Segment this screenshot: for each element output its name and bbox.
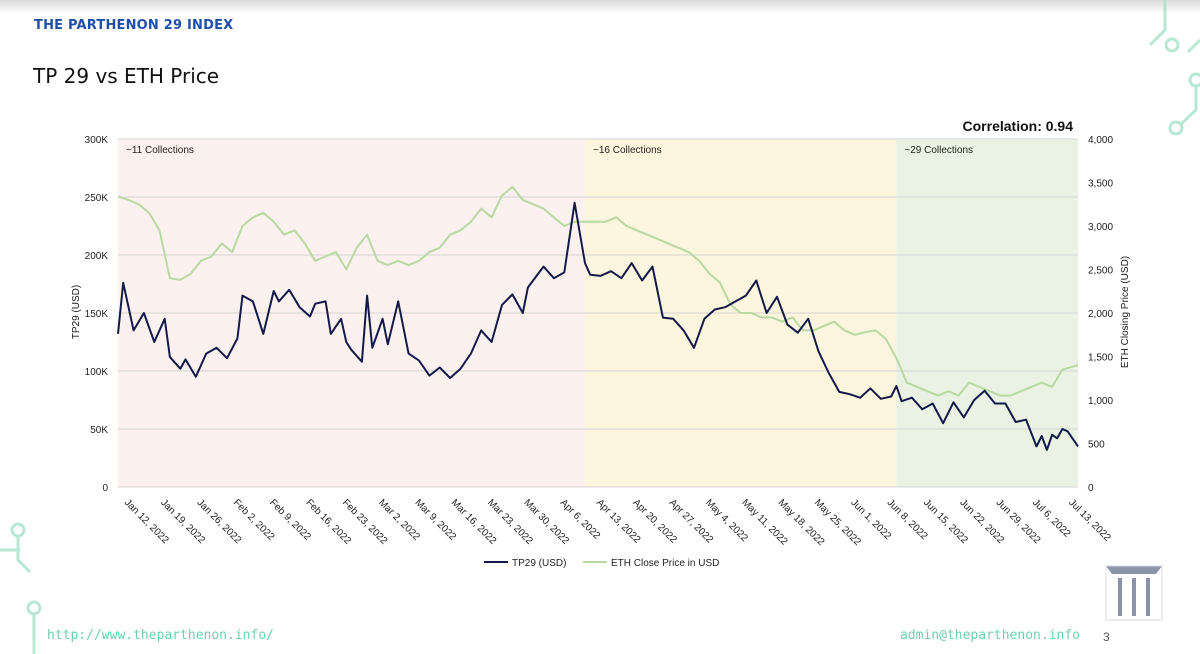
y2-tick-label: 3,500 [1088, 179, 1113, 190]
y2-tick-label: 2,500 [1088, 266, 1113, 277]
circuit-node [1164, 37, 1180, 53]
right-axis-ticks: 0 500 1,000 1,500 2,000 2,500 3,000 3,500 4,000 [1088, 135, 1113, 494]
legend-label-tp29: TP29 (USD) [512, 558, 566, 569]
y2-tick-label: 0 [1088, 483, 1094, 494]
y2-tick-label: 2,000 [1088, 309, 1113, 320]
y-axis-label: TP29 (USD) [71, 285, 82, 339]
circuit-node [1168, 120, 1184, 136]
footer-url[interactable]: http://www.theparthenon.info/ [47, 628, 274, 643]
eth-line [117, 185, 1079, 397]
x-tick-label: Jul 13, 2022 [1066, 497, 1113, 544]
y-tick-label: 50K [90, 425, 108, 436]
circuit-trace-top-3 [1178, 86, 1198, 127]
line-chart: ~11 Collections ~16 Collections ~29 Collec… [71, 118, 1131, 569]
y2-tick-label: 3,000 [1088, 222, 1113, 233]
legend: TP29 (USD) ETH Close Price in USD [484, 558, 719, 569]
y-tick-label: 0 [102, 483, 108, 494]
brand-title: THE PARTHENON 29 INDEX [34, 18, 234, 33]
circuit-trace-bottom-2 [16, 536, 32, 574]
y2-tick-label: 1,500 [1088, 353, 1113, 364]
circuit-trace-top-2 [1186, 38, 1200, 54]
legend-label-eth: ETH Close Price in USD [611, 558, 719, 569]
y2-tick-label: 4,000 [1088, 135, 1113, 146]
zone-label: ~29 Collections [904, 145, 973, 156]
y-tick-label: 250K [85, 193, 109, 204]
y-tick-label: 150K [85, 309, 109, 320]
y-tick-label: 100K [85, 367, 109, 378]
gridlines [118, 138, 1078, 488]
series-lines [117, 185, 1079, 451]
circuit-trace-top [1148, 0, 1167, 47]
parthenon-logo [1105, 565, 1163, 621]
correlation-label: Correlation: 0.94 [963, 118, 1074, 134]
y2-tick-label: 500 [1088, 440, 1105, 451]
top-bar [0, 0, 1200, 14]
y2-tick-label: 1,000 [1088, 396, 1113, 407]
page-number: 3 [1103, 630, 1110, 644]
zone-label: ~11 Collections [126, 145, 194, 156]
y-tick-label: 300K [85, 135, 109, 146]
left-axis-ticks: 0 50K 100K 150K 200K 250K 300K [85, 135, 109, 494]
zone-label: ~16 Collections [593, 145, 662, 156]
y2-axis-label: ETH Closing Price (USD) [1120, 256, 1131, 368]
tp29-line [117, 201, 1079, 451]
y-tick-label: 200K [85, 251, 109, 262]
slide-title: TP 29 vs ETH Price [33, 64, 220, 88]
footer-email[interactable]: admin@theparthenon.info [899, 628, 1080, 643]
